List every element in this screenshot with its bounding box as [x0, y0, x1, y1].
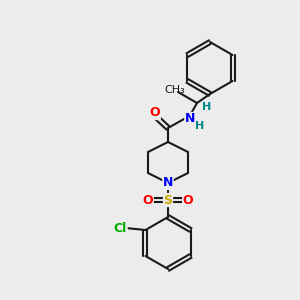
- Text: H: H: [195, 121, 205, 131]
- Text: Cl: Cl: [114, 221, 127, 235]
- Text: CH₃: CH₃: [165, 85, 185, 95]
- Text: N: N: [163, 176, 173, 190]
- Text: O: O: [143, 194, 153, 206]
- Text: O: O: [150, 106, 160, 119]
- Text: H: H: [202, 102, 211, 112]
- Text: N: N: [185, 112, 195, 125]
- Text: O: O: [183, 194, 193, 206]
- Text: S: S: [164, 194, 172, 206]
